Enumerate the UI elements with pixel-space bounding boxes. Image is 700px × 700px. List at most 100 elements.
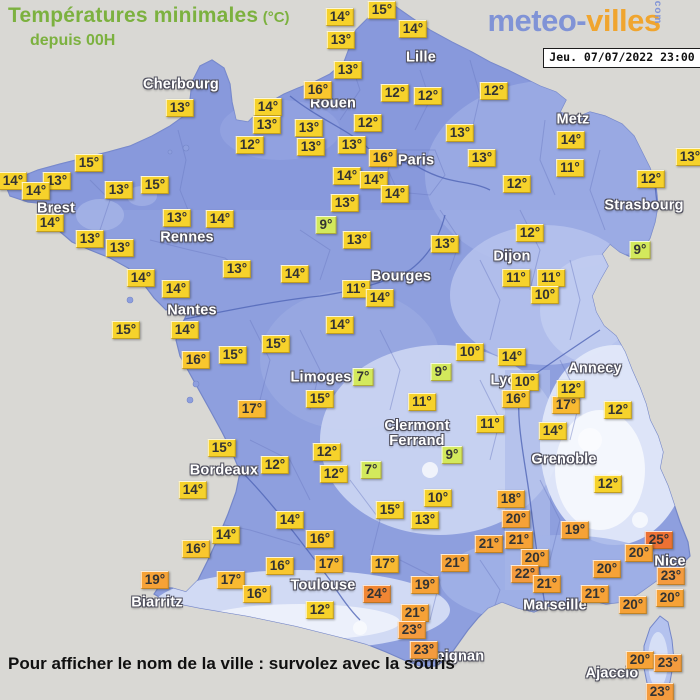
temp-badge[interactable]: 11° [556, 159, 584, 177]
temp-badge[interactable]: 15° [74, 154, 104, 172]
temp-badge[interactable]: 17° [237, 400, 267, 418]
temp-badge[interactable]: 20° [625, 651, 655, 669]
temp-badge[interactable]: 13° [330, 194, 360, 212]
temp-badge[interactable]: 14° [365, 289, 395, 307]
temp-badge[interactable]: 13° [467, 149, 497, 167]
temp-badge[interactable]: 13° [337, 136, 367, 154]
temp-badge[interactable]: 25° [644, 531, 674, 549]
temp-badge[interactable]: 17° [314, 555, 344, 573]
temp-badge[interactable]: 12° [603, 401, 633, 419]
temp-badge[interactable]: 15° [207, 439, 237, 457]
temp-badge[interactable]: 19° [140, 571, 170, 589]
temp-badge[interactable]: 19° [560, 521, 590, 539]
temp-badge[interactable]: 13° [75, 230, 105, 248]
temp-badge[interactable]: 23° [645, 683, 675, 700]
temp-badge[interactable]: 16° [303, 81, 333, 99]
temp-badge[interactable]: 12° [380, 84, 410, 102]
temp-badge[interactable]: 12° [312, 443, 342, 461]
temp-badge[interactable]: 15° [218, 346, 248, 364]
temp-badge[interactable]: 15° [367, 1, 397, 19]
temp-badge[interactable]: 13° [445, 124, 475, 142]
temp-badge[interactable]: 12° [319, 465, 349, 483]
temp-badge[interactable]: 18° [496, 490, 526, 508]
temp-badge[interactable]: 13° [165, 99, 195, 117]
temp-badge[interactable]: 9° [441, 446, 463, 464]
temp-badge[interactable]: 20° [592, 560, 622, 578]
temp-badge[interactable]: 21° [440, 554, 470, 572]
temp-badge[interactable]: 17° [370, 555, 400, 573]
temp-badge[interactable]: 23° [397, 621, 427, 639]
temp-badge[interactable]: 12° [260, 456, 290, 474]
temp-badge[interactable]: 22° [510, 565, 540, 583]
temp-badge[interactable]: 14° [211, 526, 241, 544]
temp-badge[interactable]: 12° [593, 475, 623, 493]
temp-badge[interactable]: 21° [580, 585, 610, 603]
site-logo[interactable]: meteo-villes.com [487, 0, 690, 39]
temp-badge[interactable]: 21° [504, 531, 534, 549]
temp-badge[interactable]: 13° [162, 209, 192, 227]
temp-badge[interactable]: 14° [538, 422, 568, 440]
temp-badge[interactable]: 10° [455, 343, 485, 361]
temp-badge[interactable]: 12° [556, 380, 586, 398]
temp-badge[interactable]: 14° [126, 269, 156, 287]
temp-badge[interactable]: 11° [408, 393, 436, 411]
temp-badge[interactable]: 15° [261, 335, 291, 353]
temp-badge[interactable]: 14° [170, 321, 200, 339]
temp-badge[interactable]: 16° [265, 557, 295, 575]
temp-badge[interactable]: 14° [359, 171, 389, 189]
temp-badge[interactable]: 12° [636, 170, 666, 188]
temp-badge[interactable]: 7° [360, 461, 382, 479]
temp-badge[interactable]: 13° [252, 116, 282, 134]
temp-badge[interactable]: 17° [216, 571, 246, 589]
temp-badge[interactable]: 10° [510, 373, 540, 391]
temp-badge[interactable]: 17° [551, 396, 581, 414]
temp-badge[interactable]: 21° [400, 604, 430, 622]
temp-badge[interactable]: 12° [515, 224, 545, 242]
temp-badge[interactable]: 15° [375, 501, 405, 519]
temp-badge[interactable]: 10° [530, 286, 560, 304]
temp-badge[interactable]: 9° [430, 363, 452, 381]
temp-badge[interactable]: 14° [380, 185, 410, 203]
temp-badge[interactable]: 15° [140, 176, 170, 194]
temp-badge[interactable]: 20° [618, 596, 648, 614]
temp-badge[interactable]: 12° [502, 175, 532, 193]
temp-badge[interactable]: 11° [502, 269, 530, 287]
temp-badge[interactable]: 23° [409, 641, 439, 659]
temp-badge[interactable]: 21° [532, 575, 562, 593]
temp-badge[interactable]: 20° [655, 589, 685, 607]
temp-badge[interactable]: 13° [430, 235, 460, 253]
temp-badge[interactable]: 13° [104, 181, 134, 199]
temp-badge[interactable]: 9° [315, 216, 337, 234]
temp-badge[interactable]: 24° [362, 585, 392, 603]
temp-badge[interactable]: 7° [352, 368, 374, 386]
temp-badge[interactable]: 15° [111, 321, 141, 339]
temp-badge[interactable]: 13° [326, 31, 356, 49]
temp-badge[interactable]: 14° [556, 131, 586, 149]
temp-badge[interactable]: 16° [181, 351, 211, 369]
temp-badge[interactable]: 12° [353, 114, 383, 132]
temp-badge[interactable]: 13° [410, 511, 440, 529]
temp-badge[interactable]: 21° [474, 535, 504, 553]
temp-badge[interactable]: 20° [624, 544, 654, 562]
temp-badge[interactable]: 16° [181, 540, 211, 558]
temp-badge[interactable]: 14° [21, 182, 51, 200]
temp-badge[interactable]: 14° [275, 511, 305, 529]
temp-badge[interactable]: 16° [368, 149, 398, 167]
temp-badge[interactable]: 19° [410, 576, 440, 594]
temp-badge[interactable]: 13° [342, 231, 372, 249]
temp-badge[interactable]: 12° [235, 136, 265, 154]
temp-badge[interactable]: 20° [501, 510, 531, 528]
temp-badge[interactable]: 14° [398, 20, 428, 38]
temp-badge[interactable]: 16° [501, 390, 531, 408]
temp-badge[interactable]: 14° [280, 265, 310, 283]
temp-badge[interactable]: 23° [653, 654, 683, 672]
temp-badge[interactable]: 23° [656, 567, 686, 585]
temp-badge[interactable]: 13° [675, 148, 700, 166]
temp-badge[interactable]: 14° [0, 172, 28, 190]
temp-badge[interactable]: 13° [296, 138, 326, 156]
temp-badge[interactable]: 13° [222, 260, 252, 278]
temp-badge[interactable]: 9° [629, 241, 651, 259]
temp-badge[interactable]: 14° [325, 8, 355, 26]
temp-badge[interactable]: 14° [253, 98, 283, 116]
temp-badge[interactable]: 14° [332, 167, 362, 185]
